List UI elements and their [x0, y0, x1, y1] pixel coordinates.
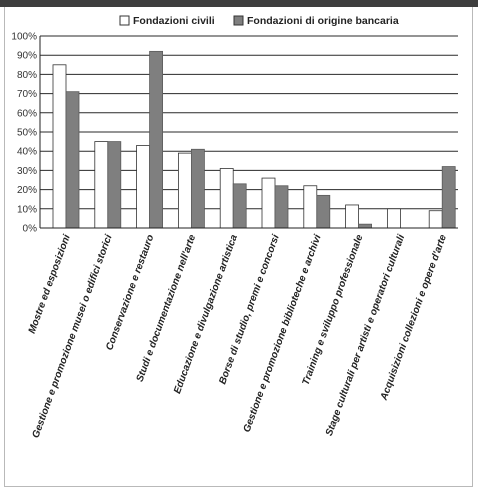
bar-fondazioni-civili [136, 145, 151, 229]
y-tick-label: 20% [17, 185, 37, 196]
bar-fondazioni-civili [386, 208, 401, 229]
y-tick-label: 80% [17, 70, 37, 81]
bar-fondazioni-civili [52, 64, 67, 229]
chart-frame [4, 7, 473, 487]
y-tick-label: 30% [17, 166, 37, 177]
y-tick-label: 60% [17, 108, 37, 119]
top-bar [0, 0, 478, 7]
bar-fondazioni-bancarie [358, 223, 373, 229]
legend-label-fondazioni-civili: Fondazioni civili [133, 15, 215, 27]
x-tick-label: Conservazione e restauro [104, 233, 156, 352]
bar-fondazioni-civili [177, 152, 192, 229]
x-tick-label: Stage culturali per artisti e operatori … [324, 233, 407, 437]
bar-fondazioni-bancarie [149, 50, 164, 229]
bar-fondazioni-civili [94, 141, 109, 229]
y-tick-label: 70% [17, 89, 37, 100]
y-tick-label: 0% [23, 224, 38, 235]
y-tick-label: 10% [17, 204, 37, 215]
legend-swatch-fondazioni-bancarie [233, 15, 244, 26]
bar-fondazioni-civili [219, 168, 234, 229]
bar-fondazioni-bancarie [190, 148, 205, 229]
legend-swatch-fondazioni-civili [119, 15, 130, 26]
y-tick-label: 90% [17, 51, 37, 62]
bar-fondazioni-civili [261, 177, 276, 229]
legend: Fondazioni civili Fondazioni di origine … [119, 15, 399, 27]
bar-fondazioni-bancarie [316, 194, 331, 229]
x-tick-label: Mostre ed esposizioni [27, 233, 73, 335]
bar-fondazioni-bancarie [232, 183, 247, 229]
bar-fondazioni-bancarie [441, 166, 456, 229]
x-tick-label: Gestione e promozione biblioteche e arch… [242, 233, 324, 434]
y-tick-label: 50% [17, 128, 37, 139]
y-axis-ticks: 0% 10% 20% 30% 40% 50% 60% 70% 80% 90% 100% [11, 32, 37, 235]
bar-fondazioni-bancarie [65, 91, 80, 229]
bar-fondazioni-civili [428, 210, 443, 229]
legend-label-fondazioni-bancarie: Fondazioni di origine bancaria [247, 15, 399, 27]
y-tick-label: 40% [17, 147, 37, 158]
x-tick-label: Gestione e promozione musei o edifici st… [31, 233, 115, 440]
bars [52, 50, 456, 229]
bar-fondazioni-bancarie [274, 185, 289, 229]
bar-fondazioni-bancarie [107, 141, 122, 229]
y-tick-label: 100% [11, 32, 37, 43]
bar-fondazioni-civili [345, 204, 360, 229]
bar-fondazioni-civili [303, 185, 318, 229]
